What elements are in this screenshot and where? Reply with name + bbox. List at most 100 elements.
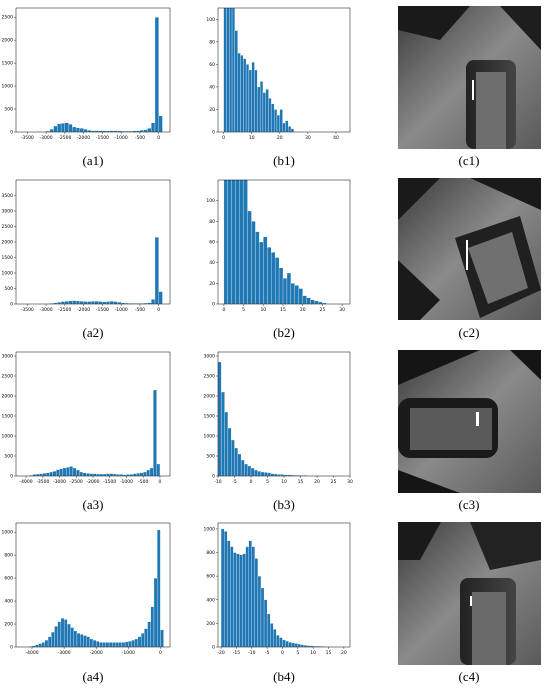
bar <box>231 8 236 132</box>
bar <box>35 473 40 476</box>
bar <box>137 636 142 647</box>
bar <box>72 126 77 132</box>
bar <box>60 301 65 304</box>
bar <box>279 637 283 647</box>
bar <box>92 639 97 647</box>
axes-frame <box>15 7 171 133</box>
x-tick-label: -10 <box>214 479 221 485</box>
photo-c3 <box>398 350 541 493</box>
bar <box>105 642 110 647</box>
histogram-panel: -3500 -3000 -2500 -2000 -1500 -1000 -500 0 0 500 1… <box>2 179 171 340</box>
bar <box>229 8 233 132</box>
bar <box>300 644 305 647</box>
bar <box>68 300 73 304</box>
bar <box>115 642 119 647</box>
bar <box>303 645 308 647</box>
bar <box>124 641 129 647</box>
bar <box>90 301 96 304</box>
bars <box>45 237 163 304</box>
x-tick-label: -1000 <box>120 479 133 485</box>
bar <box>262 92 266 132</box>
bar <box>282 639 286 647</box>
y-tick-label: 0 <box>212 645 215 651</box>
bar <box>298 288 303 304</box>
y-tick-label: 1500 <box>2 61 14 67</box>
y-tick-label: 1000 <box>2 530 14 536</box>
bar <box>243 180 248 304</box>
bar <box>274 257 280 304</box>
bar <box>248 540 252 647</box>
bar <box>143 129 148 132</box>
bar <box>57 123 62 132</box>
y-tick-label: 800 <box>4 553 13 559</box>
y-tick-label: 1000 <box>204 434 216 440</box>
bar <box>218 361 222 476</box>
bar <box>267 472 271 476</box>
x-tick-label: -3000 <box>40 135 53 141</box>
y-tick-label: 1500 <box>2 255 14 261</box>
panel-caption: (b2) <box>273 325 295 340</box>
bar <box>260 471 265 476</box>
bar <box>259 241 264 304</box>
bar <box>257 575 262 647</box>
bar <box>285 120 289 132</box>
x-tick-label: 25 <box>320 307 326 313</box>
bar <box>53 125 58 132</box>
x-tick-label: 15 <box>280 307 286 313</box>
bar <box>247 465 252 476</box>
x-tick-label: 0 <box>250 479 253 485</box>
bar <box>92 473 97 476</box>
bar <box>271 252 276 304</box>
bar <box>89 638 94 647</box>
y-tick-label: 800 <box>206 550 215 556</box>
bar <box>67 623 71 647</box>
histogram-panel: -4000 -3500 -3000 -2500 -2000 -1500 -1000 -500 0… <box>2 351 171 512</box>
panel-caption: (c1) <box>459 153 480 168</box>
x-tick-label: -3500 <box>36 479 49 485</box>
bar <box>234 447 238 476</box>
bar <box>255 231 260 304</box>
bar <box>76 633 81 647</box>
y-tick-label: 2000 <box>2 38 14 44</box>
bar <box>60 618 65 647</box>
bar <box>83 129 88 132</box>
bar <box>49 129 54 132</box>
x-tick-label: -3500 <box>21 307 34 313</box>
bar <box>223 8 227 132</box>
bar <box>105 301 111 304</box>
photo-c4 <box>398 522 541 665</box>
y-tick-label: 1500 <box>2 414 14 420</box>
y-tick-label: 1500 <box>204 414 216 420</box>
axes-frame <box>15 179 171 305</box>
y-tick-label: 500 <box>206 454 215 460</box>
bar <box>224 411 229 476</box>
bar <box>278 267 284 304</box>
bar <box>310 299 315 304</box>
bar <box>121 642 126 647</box>
histogram-panel: -3500 -3000 -2500 -2000 -1500 -1000 -500 0 0 500 1… <box>2 7 171 168</box>
bar <box>240 55 244 132</box>
y-tick-label: 60 <box>209 62 215 68</box>
bar <box>282 122 286 132</box>
x-tick-label: 10 <box>310 650 316 656</box>
bar <box>102 642 106 647</box>
x-tick-label: -500 <box>138 479 148 485</box>
bar <box>139 472 144 476</box>
bar <box>291 642 295 647</box>
bar <box>279 109 283 132</box>
bar <box>263 599 268 647</box>
bar <box>62 467 67 476</box>
panel-caption: (b1) <box>273 153 295 168</box>
bar <box>79 301 84 304</box>
y-tick-label: 0 <box>10 302 13 308</box>
bar <box>139 130 144 132</box>
bar <box>89 473 94 476</box>
x-tick-label: -2000 <box>77 135 90 141</box>
bar <box>236 553 240 647</box>
bar <box>254 558 259 647</box>
y-tick-label: 1000 <box>2 434 14 440</box>
bars <box>218 361 344 476</box>
bar <box>149 467 154 476</box>
bar <box>72 300 77 304</box>
bar <box>86 473 90 476</box>
